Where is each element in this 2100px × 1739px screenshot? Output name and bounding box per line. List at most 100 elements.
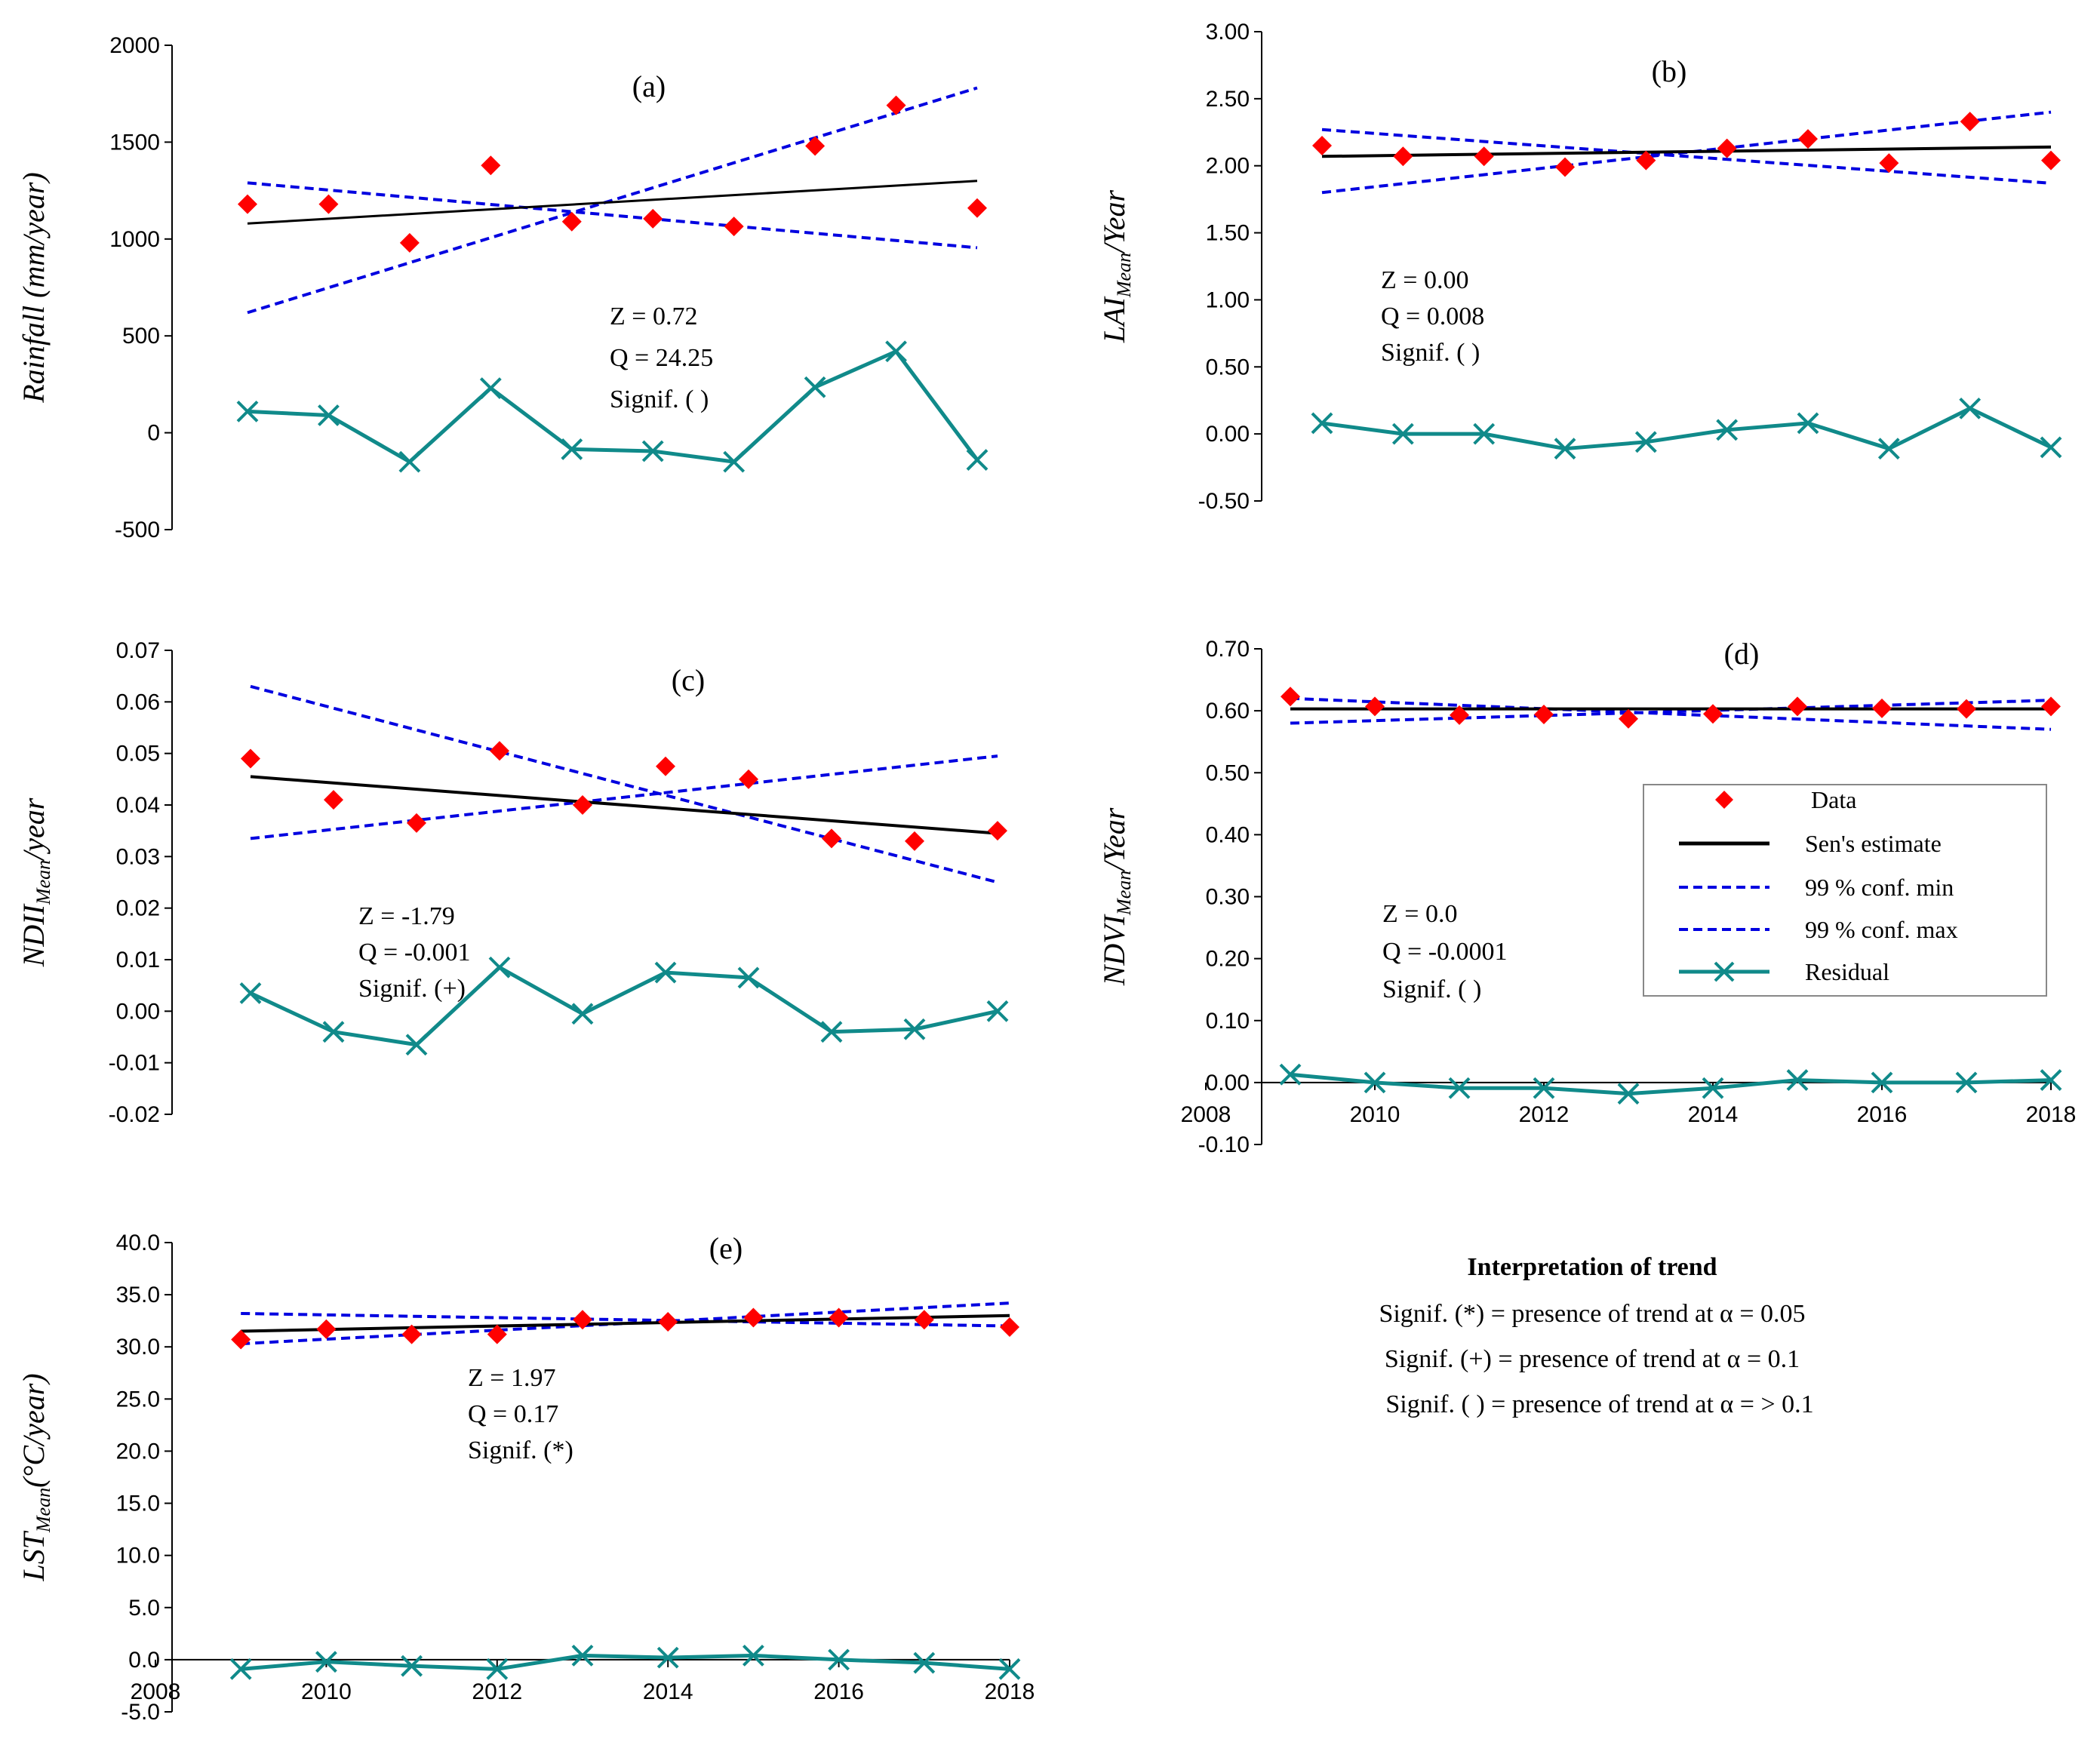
residual-point — [641, 440, 664, 462]
y-axis-label-tail: /year — [17, 797, 51, 862]
y-tick-label: 0.20 — [1206, 947, 1250, 972]
residual-point — [1364, 1071, 1386, 1094]
data-point — [490, 741, 509, 761]
data-point — [822, 828, 841, 849]
y-axis-label: NDVIMean/Year — [1097, 807, 1135, 986]
x-tick-label: 2014 — [1688, 1102, 1739, 1127]
stat-annotation: Z = 0.72 — [610, 303, 697, 330]
conf-min-line — [247, 181, 978, 250]
interpretation-title: Interpretation of trend — [1467, 1253, 1717, 1281]
y-tick-label: -0.50 — [1198, 489, 1250, 514]
residual-point — [804, 376, 826, 398]
data-point — [407, 813, 426, 833]
residual-point — [1391, 422, 1414, 445]
data-point — [2041, 150, 2061, 171]
stat-annotation: Signif. ( ) — [610, 386, 709, 413]
residual-point — [1279, 1063, 1302, 1086]
residual-point — [236, 400, 259, 422]
data-point — [1281, 687, 1300, 707]
y-tick-label: 0 — [147, 421, 160, 446]
legend: Data Sen's estimate 99 % conf. min 99 % … — [1643, 784, 2047, 997]
y-tick-label: 0.07 — [116, 638, 160, 663]
residual-point — [742, 1644, 764, 1667]
residual-point — [315, 1651, 337, 1673]
panel-b-chart: 3.00 2.50 2.00 1.50 1.00 0.50 0.00 -0.50 (b) Z = … — [1097, 20, 2062, 514]
data-point — [316, 1319, 337, 1339]
residual-point — [723, 450, 746, 473]
y-tick-label: 0.05 — [116, 742, 160, 767]
residual-point — [2040, 1069, 2062, 1092]
residual-point — [885, 340, 907, 363]
panel-c-chart: 0.07 0.06 0.05 0.04 0.03 0.02 0.01 0.00 -0.01 -0.… — [17, 638, 1009, 1127]
data-point — [1619, 708, 1638, 729]
residual-point — [966, 449, 989, 471]
stat-annotation: Signif. ( ) — [1382, 975, 1481, 1003]
data-point — [318, 194, 339, 214]
residual-point — [1955, 1071, 1978, 1094]
legend-conf-min-label: 99 % conf. min — [1805, 874, 1954, 901]
legend-item-sen: Sen's estimate — [1679, 830, 1942, 857]
data-point — [905, 831, 924, 851]
data-point — [1393, 146, 1413, 167]
legend-item-residual: Residual — [1679, 958, 1889, 985]
y-tick-label: 1.50 — [1206, 221, 1250, 246]
panel-label: (e) — [709, 1231, 743, 1265]
residual-point — [571, 1003, 594, 1025]
data-point — [231, 1329, 251, 1350]
y-tick-label: 0.06 — [116, 690, 160, 714]
y-axis-label-main: Rainfall (mm/year) — [17, 172, 51, 404]
y-tick-label: 0.03 — [116, 844, 160, 869]
residual-point — [486, 1658, 509, 1680]
stat-annotation: Q = 24.25 — [610, 344, 713, 372]
y-tick-label: -500 — [115, 518, 160, 542]
data-point — [658, 1312, 678, 1332]
stat-annotation: Q = -0.0001 — [1382, 938, 1508, 966]
residual-point — [1554, 438, 1576, 460]
y-axis-label-main: LST — [17, 1530, 51, 1581]
data-point — [241, 748, 260, 769]
y-axis-label-subscript: Mean — [1113, 253, 1135, 298]
sens-estimate-line — [247, 180, 978, 225]
data-point — [487, 1324, 507, 1344]
data-point — [1717, 138, 1737, 158]
panel-a-chart: 2000 1500 1000 500 0 -500 (a) Z = 0.72 Q = 24.25… — [17, 33, 989, 542]
x-tick-label: 2008 — [131, 1679, 181, 1704]
x-tick-label: 2016 — [813, 1679, 864, 1704]
residual-line — [249, 965, 998, 1047]
y-tick-label: 20.0 — [116, 1439, 160, 1464]
x-tick-label: 2012 — [1519, 1102, 1570, 1127]
residual-point — [322, 1021, 345, 1043]
y-tick-label: 0.70 — [1206, 637, 1250, 662]
y-tick-label: 15.0 — [116, 1492, 160, 1516]
x-tick-label: 2018 — [2026, 1102, 2077, 1127]
stat-annotation: Signif. (+) — [358, 975, 466, 1003]
y-tick-label: 2000 — [109, 33, 160, 58]
y-axis-label-subscript: Mean — [1113, 871, 1135, 916]
data-point — [561, 211, 582, 232]
y-tick-label: 0.00 — [116, 999, 160, 1024]
residual-point — [737, 966, 760, 989]
residual-point — [654, 961, 677, 984]
y-tick-label: -0.10 — [1198, 1132, 1250, 1157]
y-tick-label: -0.02 — [109, 1102, 160, 1127]
conf-min-line — [1321, 128, 2052, 185]
y-tick-label: 0.10 — [1206, 1009, 1250, 1034]
legend-item-conf-min: 99 % conf. min — [1679, 874, 1954, 901]
x-tick-label: 2008 — [1181, 1102, 1231, 1127]
y-tick-label: 0.02 — [116, 896, 160, 921]
stat-annotation: Z = 0.00 — [1381, 266, 1468, 294]
residual-point — [561, 438, 583, 460]
x-tick-label: 2010 — [1350, 1102, 1401, 1127]
y-axis-label: Rainfall (mm/year) — [17, 172, 51, 404]
residual-point — [488, 956, 511, 979]
y-tick-label: 0.00 — [1206, 1071, 1250, 1095]
residual-point — [571, 1644, 594, 1667]
legend-item-data: Data — [1715, 786, 1856, 813]
y-axis-label-tail: /Year — [1097, 807, 1131, 871]
y-axis-label-main: NDVI — [1097, 914, 1131, 986]
data-point — [1365, 696, 1385, 717]
conf-max-line — [1290, 699, 2052, 725]
y-axis-label: NDIIMean/year — [17, 797, 54, 967]
residual-point — [318, 404, 340, 426]
residual-point — [1702, 1077, 1724, 1099]
